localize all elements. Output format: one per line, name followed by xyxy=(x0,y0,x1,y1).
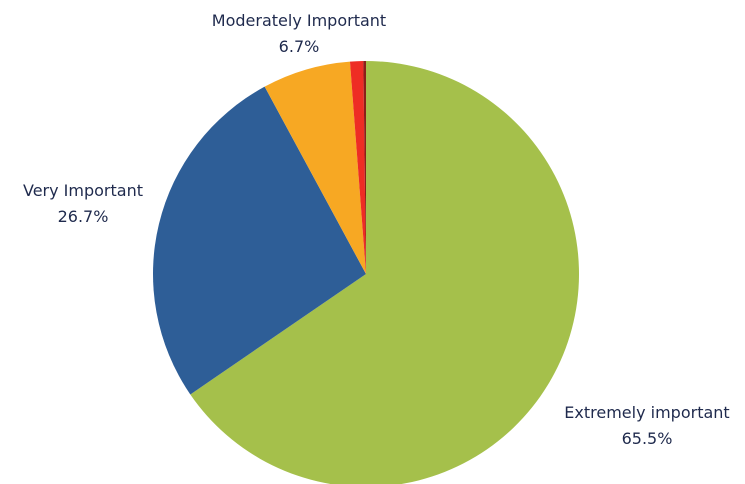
label-moderately-important-value: 6.7% xyxy=(279,37,320,56)
label-very-important-name: Very Important xyxy=(23,181,143,200)
label-extremely-important-name: Extremely important xyxy=(564,403,729,422)
label-extremely-important-value: 65.5% xyxy=(622,429,673,448)
pie-slice-very-important xyxy=(153,86,366,395)
label-very-important-value: 26.7% xyxy=(58,207,109,226)
pie-slice-moderately-important xyxy=(264,61,366,275)
pie-slice-other-3 xyxy=(349,61,366,274)
pie-slice-extremely-important xyxy=(190,61,579,484)
pie-slice-other-4 xyxy=(363,61,366,274)
label-moderately-important-name: Moderately Important xyxy=(212,11,386,30)
pie-slices xyxy=(153,61,579,484)
